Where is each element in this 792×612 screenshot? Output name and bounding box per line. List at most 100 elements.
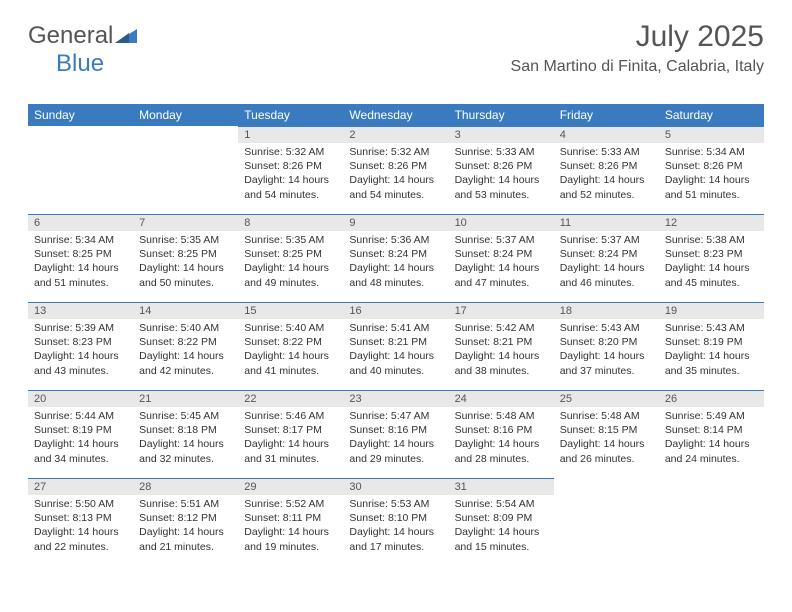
- day-number: 15: [238, 302, 343, 319]
- logo-text-blue: Blue: [56, 50, 104, 77]
- calendar-cell: 18Sunrise: 5:43 AMSunset: 8:20 PMDayligh…: [554, 302, 659, 390]
- calendar-cell: 3Sunrise: 5:33 AMSunset: 8:26 PMDaylight…: [449, 126, 554, 214]
- day-number: 22: [238, 390, 343, 407]
- calendar-body: 1Sunrise: 5:32 AMSunset: 8:26 PMDaylight…: [28, 126, 764, 566]
- calendar-cell: 20Sunrise: 5:44 AMSunset: 8:19 PMDayligh…: [28, 390, 133, 478]
- calendar-cell: 14Sunrise: 5:40 AMSunset: 8:22 PMDayligh…: [133, 302, 238, 390]
- calendar-cell: 19Sunrise: 5:43 AMSunset: 8:19 PMDayligh…: [659, 302, 764, 390]
- calendar-cell: 24Sunrise: 5:48 AMSunset: 8:16 PMDayligh…: [449, 390, 554, 478]
- day-number: 8: [238, 214, 343, 231]
- day-content: Sunrise: 5:45 AMSunset: 8:18 PMDaylight:…: [133, 407, 238, 472]
- day-content: Sunrise: 5:51 AMSunset: 8:12 PMDaylight:…: [133, 495, 238, 560]
- calendar-row: 6Sunrise: 5:34 AMSunset: 8:25 PMDaylight…: [28, 214, 764, 302]
- calendar-cell: 29Sunrise: 5:52 AMSunset: 8:11 PMDayligh…: [238, 478, 343, 566]
- day-content: Sunrise: 5:44 AMSunset: 8:19 PMDaylight:…: [28, 407, 133, 472]
- day-number: 18: [554, 302, 659, 319]
- day-content: Sunrise: 5:50 AMSunset: 8:13 PMDaylight:…: [28, 495, 133, 560]
- calendar-cell: 9Sunrise: 5:36 AMSunset: 8:24 PMDaylight…: [343, 214, 448, 302]
- day-number: 21: [133, 390, 238, 407]
- day-content: Sunrise: 5:48 AMSunset: 8:15 PMDaylight:…: [554, 407, 659, 472]
- weekday-header: Saturday: [659, 104, 764, 126]
- calendar-cell: 23Sunrise: 5:47 AMSunset: 8:16 PMDayligh…: [343, 390, 448, 478]
- day-number: 2: [343, 126, 448, 143]
- day-content: Sunrise: 5:32 AMSunset: 8:26 PMDaylight:…: [238, 143, 343, 208]
- day-number: 6: [28, 214, 133, 231]
- calendar-row: 1Sunrise: 5:32 AMSunset: 8:26 PMDaylight…: [28, 126, 764, 214]
- day-number: 7: [133, 214, 238, 231]
- day-number: 24: [449, 390, 554, 407]
- weekday-header: Thursday: [449, 104, 554, 126]
- calendar-cell: 21Sunrise: 5:45 AMSunset: 8:18 PMDayligh…: [133, 390, 238, 478]
- day-content: Sunrise: 5:34 AMSunset: 8:26 PMDaylight:…: [659, 143, 764, 208]
- day-number: 14: [133, 302, 238, 319]
- calendar-cell: 8Sunrise: 5:35 AMSunset: 8:25 PMDaylight…: [238, 214, 343, 302]
- day-number: 13: [28, 302, 133, 319]
- calendar-cell: 16Sunrise: 5:41 AMSunset: 8:21 PMDayligh…: [343, 302, 448, 390]
- calendar-cell: [133, 126, 238, 214]
- day-number: 3: [449, 126, 554, 143]
- calendar-cell: 31Sunrise: 5:54 AMSunset: 8:09 PMDayligh…: [449, 478, 554, 566]
- calendar-cell: 17Sunrise: 5:42 AMSunset: 8:21 PMDayligh…: [449, 302, 554, 390]
- calendar-cell: 6Sunrise: 5:34 AMSunset: 8:25 PMDaylight…: [28, 214, 133, 302]
- calendar-cell: 1Sunrise: 5:32 AMSunset: 8:26 PMDaylight…: [238, 126, 343, 214]
- calendar-cell: 2Sunrise: 5:32 AMSunset: 8:26 PMDaylight…: [343, 126, 448, 214]
- day-content: Sunrise: 5:43 AMSunset: 8:20 PMDaylight:…: [554, 319, 659, 384]
- day-content: Sunrise: 5:35 AMSunset: 8:25 PMDaylight:…: [238, 231, 343, 296]
- calendar-row: 13Sunrise: 5:39 AMSunset: 8:23 PMDayligh…: [28, 302, 764, 390]
- day-number: 20: [28, 390, 133, 407]
- day-content: Sunrise: 5:42 AMSunset: 8:21 PMDaylight:…: [449, 319, 554, 384]
- calendar-cell: 12Sunrise: 5:38 AMSunset: 8:23 PMDayligh…: [659, 214, 764, 302]
- day-number: 12: [659, 214, 764, 231]
- day-content: Sunrise: 5:38 AMSunset: 8:23 PMDaylight:…: [659, 231, 764, 296]
- day-content: Sunrise: 5:48 AMSunset: 8:16 PMDaylight:…: [449, 407, 554, 472]
- day-content: Sunrise: 5:53 AMSunset: 8:10 PMDaylight:…: [343, 495, 448, 560]
- day-number: 9: [343, 214, 448, 231]
- logo-text-general: General: [28, 22, 113, 49]
- calendar-cell: 30Sunrise: 5:53 AMSunset: 8:10 PMDayligh…: [343, 478, 448, 566]
- day-number: 10: [449, 214, 554, 231]
- calendar-cell: 22Sunrise: 5:46 AMSunset: 8:17 PMDayligh…: [238, 390, 343, 478]
- day-content: Sunrise: 5:33 AMSunset: 8:26 PMDaylight:…: [449, 143, 554, 208]
- day-number: 29: [238, 478, 343, 495]
- calendar-cell: 25Sunrise: 5:48 AMSunset: 8:15 PMDayligh…: [554, 390, 659, 478]
- header-right: July 2025 San Martino di Finita, Calabri…: [511, 20, 764, 76]
- day-content: Sunrise: 5:40 AMSunset: 8:22 PMDaylight:…: [133, 319, 238, 384]
- calendar-cell: [28, 126, 133, 214]
- day-number: 4: [554, 126, 659, 143]
- calendar-cell: [554, 478, 659, 566]
- day-content: Sunrise: 5:47 AMSunset: 8:16 PMDaylight:…: [343, 407, 448, 472]
- logo-text: General Blue: [28, 22, 137, 78]
- day-content: Sunrise: 5:46 AMSunset: 8:17 PMDaylight:…: [238, 407, 343, 472]
- day-content: Sunrise: 5:52 AMSunset: 8:11 PMDaylight:…: [238, 495, 343, 560]
- day-content: Sunrise: 5:33 AMSunset: 8:26 PMDaylight:…: [554, 143, 659, 208]
- calendar-cell: 11Sunrise: 5:37 AMSunset: 8:24 PMDayligh…: [554, 214, 659, 302]
- day-number: 31: [449, 478, 554, 495]
- day-number: 26: [659, 390, 764, 407]
- day-number: 16: [343, 302, 448, 319]
- day-content: Sunrise: 5:40 AMSunset: 8:22 PMDaylight:…: [238, 319, 343, 384]
- location: San Martino di Finita, Calabria, Italy: [511, 58, 764, 76]
- calendar-cell: [659, 478, 764, 566]
- calendar-cell: 5Sunrise: 5:34 AMSunset: 8:26 PMDaylight…: [659, 126, 764, 214]
- day-content: Sunrise: 5:43 AMSunset: 8:19 PMDaylight:…: [659, 319, 764, 384]
- day-number: 11: [554, 214, 659, 231]
- calendar-cell: 27Sunrise: 5:50 AMSunset: 8:13 PMDayligh…: [28, 478, 133, 566]
- day-number: 23: [343, 390, 448, 407]
- day-number: 25: [554, 390, 659, 407]
- calendar-cell: 10Sunrise: 5:37 AMSunset: 8:24 PMDayligh…: [449, 214, 554, 302]
- calendar-cell: 7Sunrise: 5:35 AMSunset: 8:25 PMDaylight…: [133, 214, 238, 302]
- logo: General Blue: [28, 22, 137, 78]
- weekday-header: Friday: [554, 104, 659, 126]
- calendar-row: 20Sunrise: 5:44 AMSunset: 8:19 PMDayligh…: [28, 390, 764, 478]
- calendar-cell: 4Sunrise: 5:33 AMSunset: 8:26 PMDaylight…: [554, 126, 659, 214]
- day-content: Sunrise: 5:36 AMSunset: 8:24 PMDaylight:…: [343, 231, 448, 296]
- day-number: 30: [343, 478, 448, 495]
- day-number: 1: [238, 126, 343, 143]
- page-title: July 2025: [511, 20, 764, 54]
- weekday-header: Wednesday: [343, 104, 448, 126]
- calendar-cell: 15Sunrise: 5:40 AMSunset: 8:22 PMDayligh…: [238, 302, 343, 390]
- day-number: 17: [449, 302, 554, 319]
- weekday-header: Tuesday: [238, 104, 343, 126]
- day-content: Sunrise: 5:37 AMSunset: 8:24 PMDaylight:…: [449, 231, 554, 296]
- day-content: Sunrise: 5:39 AMSunset: 8:23 PMDaylight:…: [28, 319, 133, 384]
